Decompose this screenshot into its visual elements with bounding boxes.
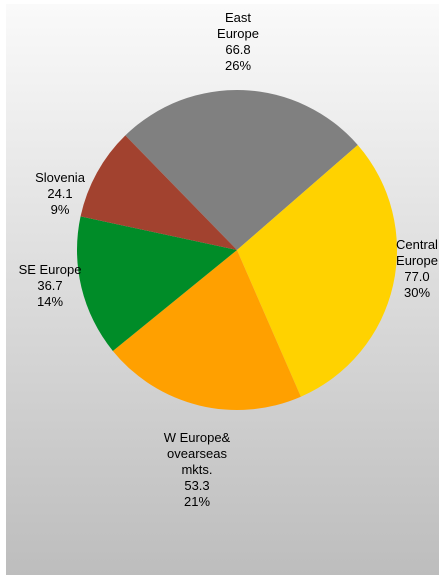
percent-label: 26% — [224, 58, 252, 73]
data-label: East Europe 66.8 26% — [178, 10, 298, 74]
value-label: 36.7 — [37, 278, 63, 293]
category-label: W Europe& ovearseas mkts. — [163, 430, 231, 477]
data-label: Slovenia 24.1 9% — [0, 170, 120, 218]
percent-label: 9% — [50, 202, 70, 217]
pie-slice — [80, 135, 237, 250]
category-label: East Europe — [217, 10, 259, 41]
value-label: 77.0 — [404, 269, 430, 284]
pie-slice — [112, 250, 301, 410]
value-label: 66.8 — [225, 42, 251, 57]
category-label: Central Europe — [396, 237, 438, 268]
data-label: SE Europe 36.7 14% — [0, 262, 110, 310]
pie-slice — [125, 89, 358, 250]
value-label: 24.1 — [47, 186, 73, 201]
pie-slice — [76, 216, 237, 351]
percent-label: 21% — [183, 494, 211, 509]
data-label: W Europe& ovearseas mkts. 53.3 21% — [137, 430, 257, 510]
data-label: Central Europe 77.0 30% — [357, 237, 445, 301]
pie-slice — [237, 145, 398, 397]
percent-label: 30% — [403, 285, 431, 300]
percent-label: 14% — [36, 294, 64, 309]
category-label: Slovenia — [35, 170, 85, 185]
category-label: SE Europe — [18, 262, 82, 277]
value-label: 53.3 — [184, 478, 210, 493]
